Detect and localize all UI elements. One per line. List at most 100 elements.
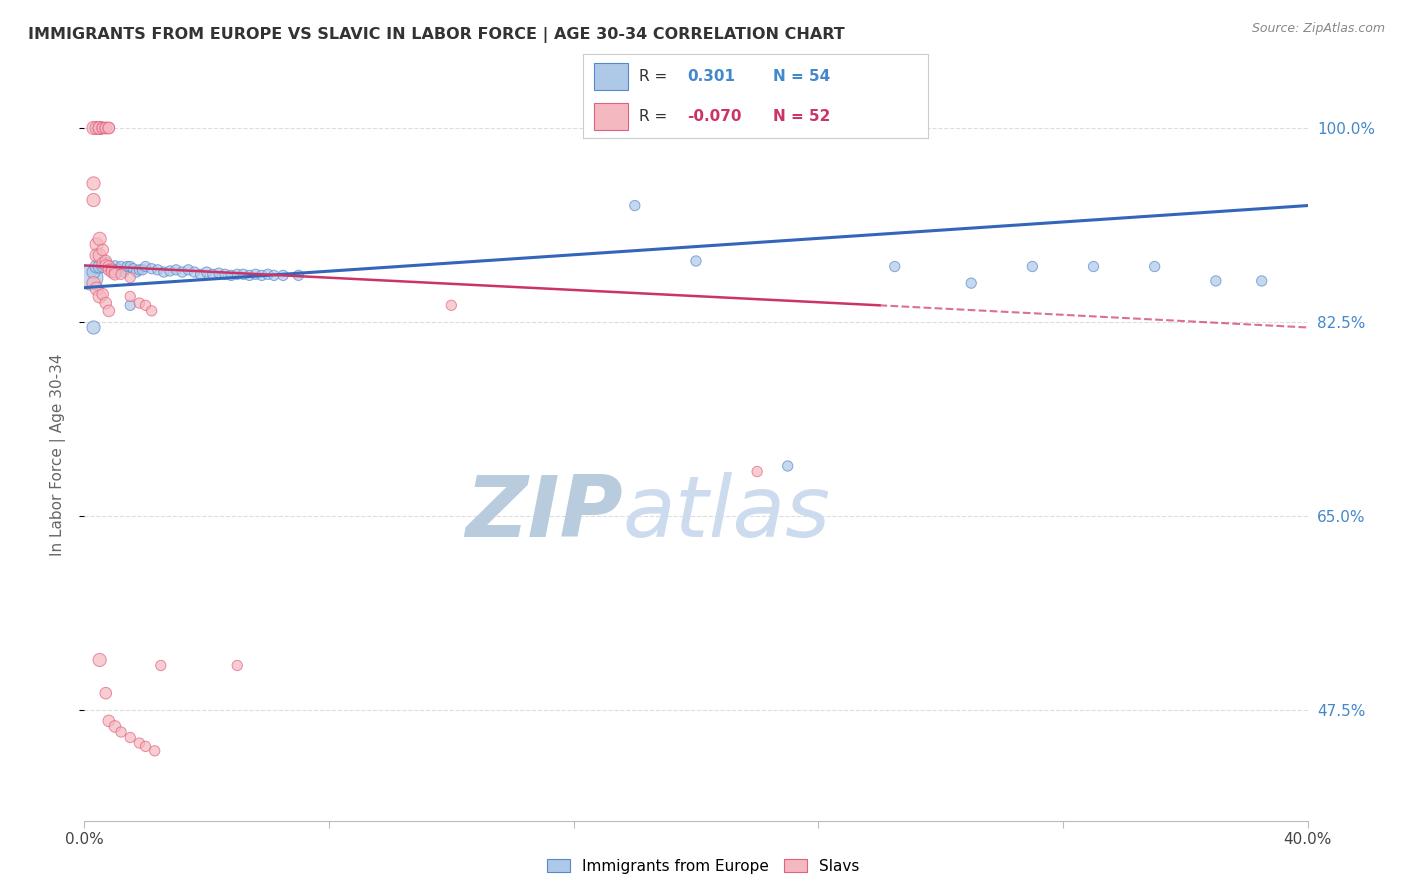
Point bbox=[183, 265, 205, 279]
Point bbox=[1250, 274, 1272, 288]
Y-axis label: In Labor Force | Age 30-34: In Labor Force | Age 30-34 bbox=[51, 353, 66, 557]
Point bbox=[135, 260, 157, 274]
Point bbox=[125, 265, 148, 279]
Point bbox=[153, 265, 176, 279]
Point bbox=[97, 260, 120, 274]
Point bbox=[89, 289, 111, 303]
Point bbox=[201, 267, 224, 281]
Point bbox=[89, 232, 111, 246]
Point bbox=[86, 248, 108, 262]
Point bbox=[104, 719, 127, 733]
Point bbox=[1083, 260, 1105, 274]
Point bbox=[271, 268, 294, 283]
Point bbox=[624, 198, 647, 212]
Point bbox=[110, 267, 132, 281]
Point bbox=[165, 263, 187, 277]
Point bbox=[190, 267, 212, 281]
Point bbox=[440, 298, 463, 312]
Point bbox=[91, 243, 114, 257]
Point bbox=[159, 264, 181, 278]
Point bbox=[960, 276, 983, 290]
Point bbox=[128, 736, 150, 750]
Point bbox=[120, 270, 142, 285]
Point bbox=[97, 260, 120, 274]
Point bbox=[250, 268, 273, 283]
Point bbox=[97, 120, 120, 135]
Point bbox=[94, 120, 117, 135]
Legend: Immigrants from Europe, Slavs: Immigrants from Europe, Slavs bbox=[540, 853, 866, 880]
Point bbox=[94, 256, 117, 270]
Point bbox=[94, 296, 117, 310]
Point bbox=[83, 320, 105, 334]
Point bbox=[146, 263, 169, 277]
Point bbox=[232, 267, 254, 281]
Point bbox=[219, 268, 242, 283]
Text: IMMIGRANTS FROM EUROPE VS SLAVIC IN LABOR FORCE | AGE 30-34 CORRELATION CHART: IMMIGRANTS FROM EUROPE VS SLAVIC IN LABO… bbox=[28, 27, 845, 43]
Point bbox=[214, 267, 236, 281]
Point bbox=[91, 120, 114, 135]
Point bbox=[195, 265, 218, 279]
Point bbox=[86, 237, 108, 252]
Point bbox=[226, 658, 249, 673]
Point bbox=[89, 248, 111, 262]
Point bbox=[104, 267, 127, 281]
Point bbox=[115, 260, 138, 274]
Point bbox=[101, 263, 124, 277]
Point bbox=[83, 193, 105, 207]
FancyBboxPatch shape bbox=[593, 62, 628, 90]
Point bbox=[110, 260, 132, 274]
Point bbox=[1021, 260, 1043, 274]
Point bbox=[91, 260, 114, 274]
Point bbox=[1205, 274, 1227, 288]
Point bbox=[122, 261, 145, 276]
Point bbox=[110, 725, 132, 739]
Text: R =: R = bbox=[638, 69, 666, 84]
Point bbox=[97, 714, 120, 728]
Point bbox=[112, 265, 135, 279]
Point bbox=[86, 282, 108, 296]
Point bbox=[685, 254, 707, 268]
Point bbox=[91, 120, 114, 135]
Point bbox=[94, 120, 117, 135]
Point bbox=[883, 260, 905, 274]
Point bbox=[83, 276, 105, 290]
Point bbox=[94, 254, 117, 268]
Point bbox=[104, 265, 127, 279]
Point bbox=[94, 686, 117, 700]
Point bbox=[238, 268, 260, 283]
Point bbox=[107, 263, 129, 277]
Text: N = 52: N = 52 bbox=[773, 109, 831, 124]
Point bbox=[120, 731, 142, 745]
Point bbox=[101, 263, 124, 277]
Point bbox=[747, 465, 769, 479]
Text: -0.070: -0.070 bbox=[688, 109, 741, 124]
Point bbox=[89, 653, 111, 667]
Point bbox=[86, 260, 108, 274]
Point bbox=[257, 267, 280, 281]
Text: R =: R = bbox=[638, 109, 666, 124]
Point bbox=[1143, 260, 1166, 274]
Text: ZIP: ZIP bbox=[465, 472, 623, 555]
Point bbox=[101, 265, 124, 279]
Point bbox=[172, 265, 194, 279]
Point bbox=[143, 744, 166, 758]
FancyBboxPatch shape bbox=[593, 103, 628, 130]
Point bbox=[83, 177, 105, 191]
Point bbox=[89, 260, 111, 274]
Text: 0.301: 0.301 bbox=[688, 69, 735, 84]
Point bbox=[135, 739, 157, 754]
Point bbox=[135, 298, 157, 312]
Point bbox=[177, 263, 200, 277]
Point bbox=[89, 120, 111, 135]
Point bbox=[104, 260, 127, 274]
Point bbox=[120, 298, 142, 312]
Point bbox=[128, 296, 150, 310]
Point bbox=[776, 458, 799, 473]
Point bbox=[226, 267, 249, 281]
Point bbox=[120, 260, 142, 274]
Point bbox=[91, 256, 114, 270]
Point bbox=[149, 658, 172, 673]
Point bbox=[86, 120, 108, 135]
Point bbox=[120, 289, 142, 303]
Point bbox=[141, 261, 163, 276]
